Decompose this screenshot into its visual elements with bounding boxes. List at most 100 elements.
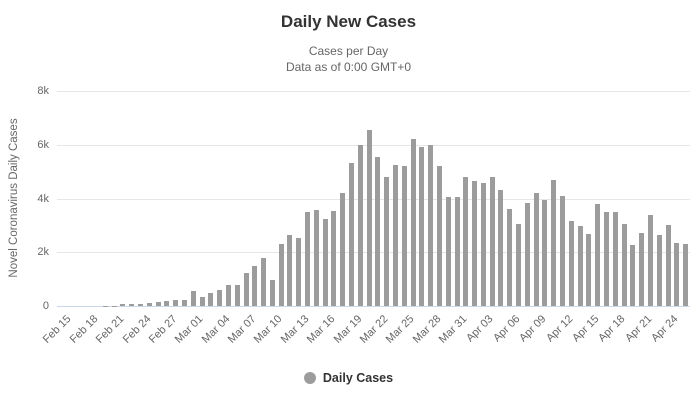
legend-label: Daily Cases [322, 371, 394, 385]
bar-apr-20[interactable] [630, 245, 636, 306]
bar-mar-17[interactable] [331, 211, 337, 306]
bar-mar-13[interactable] [296, 237, 302, 306]
x-tick-label-mar-22: Mar 22 [357, 313, 391, 346]
x-tick-label-apr-24: Apr 24 [649, 313, 681, 345]
bar-apr-08[interactable] [524, 202, 530, 306]
legend-marker-icon [303, 372, 316, 384]
bar-apr-23[interactable] [656, 234, 662, 306]
bar-apr-16[interactable] [595, 204, 601, 306]
bar-feb-29[interactable] [181, 299, 187, 306]
bar-mar-07[interactable] [243, 272, 249, 306]
bar-mar-04[interactable] [217, 290, 223, 306]
bar-mar-28[interactable] [428, 145, 434, 306]
y-tick-label-6k: 6k [37, 138, 49, 151]
bar-apr-12[interactable] [560, 196, 566, 306]
bar-mar-14[interactable] [305, 212, 311, 306]
x-tick-label-apr-15: Apr 15 [569, 313, 602, 345]
bar-apr-13[interactable] [568, 221, 574, 306]
y-tick-label-2k: 2k [37, 246, 49, 259]
bar-apr-09[interactable] [533, 193, 539, 306]
bar-mar-23[interactable] [384, 177, 390, 306]
bar-feb-23[interactable] [129, 304, 135, 306]
bar-apr-10[interactable] [542, 199, 548, 306]
bar-feb-24[interactable] [138, 303, 144, 306]
x-tick-label-mar-10: Mar 10 [252, 313, 285, 346]
bar-apr-11[interactable] [551, 179, 557, 306]
bar-mar-24[interactable] [392, 164, 398, 306]
bar-mar-15[interactable] [313, 209, 319, 306]
x-tick-label-feb-18: Feb 18 [67, 313, 101, 346]
bar-apr-03[interactable] [480, 182, 486, 306]
bar-apr-22[interactable] [647, 215, 653, 306]
x-tick-label-mar-16: Mar 16 [304, 313, 338, 346]
legend-item-daily-cases[interactable]: Daily Cases [0, 369, 697, 387]
bar-apr-06[interactable] [507, 209, 513, 306]
bar-apr-05[interactable] [498, 190, 504, 306]
x-axis-line [57, 306, 690, 307]
bar-apr-24[interactable] [665, 224, 671, 306]
bar-feb-27[interactable] [164, 301, 170, 306]
bar-mar-30[interactable] [445, 197, 451, 306]
bar-mar-18[interactable] [340, 192, 346, 306]
chart-subtitle-line-2: Data as of 0:00 GMT+0 [285, 60, 412, 74]
x-tick-label-mar-31: Mar 31 [436, 313, 470, 346]
x-tick-label-mar-04: Mar 04 [199, 313, 233, 346]
bar-feb-28[interactable] [173, 299, 179, 306]
bar-mar-25[interactable] [401, 165, 407, 306]
x-tick-label-mar-13: Mar 13 [278, 313, 312, 346]
bar-mar-29[interactable] [436, 165, 442, 306]
bar-mar-27[interactable] [419, 147, 425, 306]
bar-mar-10[interactable] [269, 279, 275, 306]
bar-mar-21[interactable] [366, 129, 372, 306]
gridline-2k [57, 252, 690, 254]
x-tick-label-feb-27: Feb 27 [146, 313, 180, 346]
x-tick-label-apr-03: Apr 03 [464, 313, 496, 345]
bar-feb-26[interactable] [155, 302, 161, 306]
bar-apr-21[interactable] [639, 232, 645, 306]
bar-apr-07[interactable] [516, 224, 522, 306]
bar-apr-14[interactable] [577, 226, 583, 306]
bar-mar-19[interactable] [349, 162, 355, 306]
bar-apr-02[interactable] [472, 180, 478, 306]
plot-area [57, 91, 690, 307]
bar-mar-26[interactable] [410, 139, 416, 306]
bar-mar-05[interactable] [225, 285, 231, 306]
bar-mar-02[interactable] [199, 296, 205, 306]
bar-mar-12[interactable] [287, 234, 293, 306]
gridline-4k [57, 198, 690, 200]
x-tick-label-mar-01: Mar 01 [173, 313, 206, 346]
bar-feb-25[interactable] [146, 303, 152, 306]
bar-apr-17[interactable] [603, 212, 609, 306]
bar-mar-08[interactable] [252, 265, 258, 306]
bar-apr-18[interactable] [612, 212, 618, 306]
bar-mar-03[interactable] [208, 293, 214, 306]
bar-mar-22[interactable] [375, 156, 381, 306]
bar-mar-16[interactable] [322, 219, 328, 306]
bar-mar-31[interactable] [454, 197, 460, 306]
x-tick-label-mar-28: Mar 28 [410, 313, 444, 346]
bar-mar-20[interactable] [357, 145, 363, 306]
x-tick-label-apr-09: Apr 09 [517, 313, 549, 345]
y-tick-label-4k: 4k [37, 192, 49, 205]
y-tick-label-8k: 8k [37, 85, 49, 97]
y-tick-label-0: 0 [42, 300, 49, 312]
bar-mar-06[interactable] [234, 285, 240, 306]
bar-mar-01[interactable] [190, 290, 196, 306]
gridline-8k [57, 91, 690, 92]
bar-feb-22[interactable] [120, 304, 126, 306]
bar-mar-11[interactable] [278, 243, 284, 306]
chart-subtitle-line-1: Cases per Day [308, 44, 389, 58]
bar-mar-09[interactable] [261, 257, 267, 306]
x-tick-label-apr-12: Apr 12 [543, 313, 576, 345]
x-tick-label-apr-18: Apr 18 [596, 313, 628, 345]
bar-apr-26[interactable] [683, 243, 689, 306]
x-tick-label-feb-24: Feb 24 [120, 313, 154, 346]
bar-apr-19[interactable] [621, 224, 627, 306]
gridline-6k [57, 144, 690, 146]
bar-apr-25[interactable] [674, 242, 680, 306]
bar-apr-01[interactable] [463, 177, 469, 306]
bar-apr-04[interactable] [489, 176, 495, 306]
x-tick-label-mar-07: Mar 07 [225, 313, 259, 346]
bar-apr-15[interactable] [586, 234, 592, 306]
